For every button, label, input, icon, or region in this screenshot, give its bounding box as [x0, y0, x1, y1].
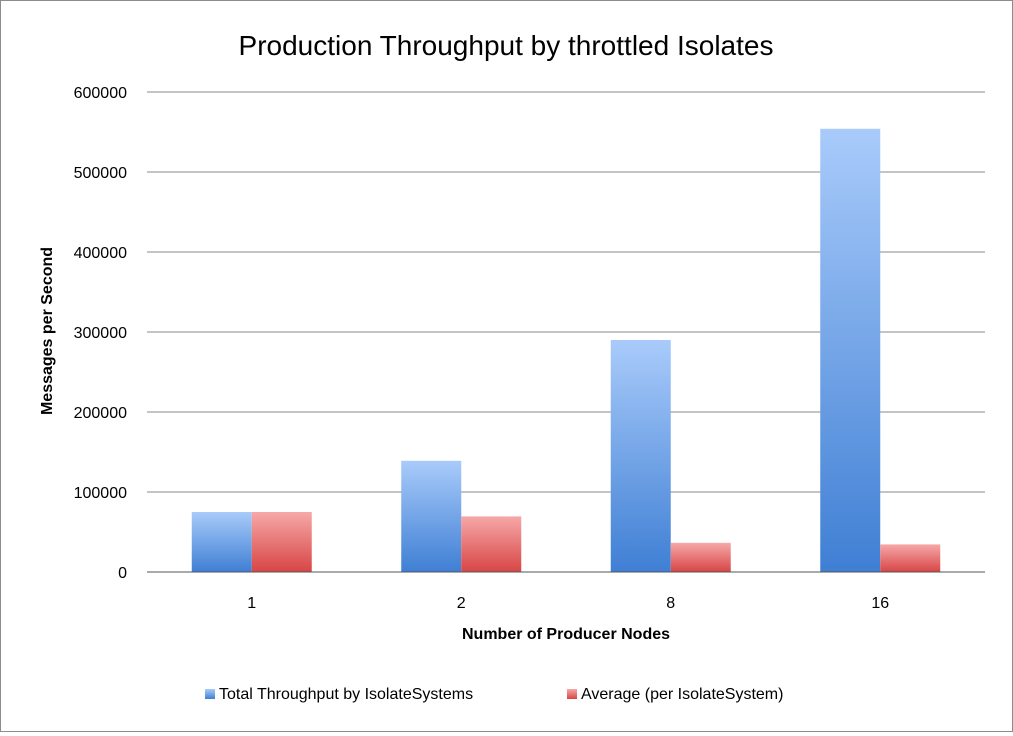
y-tick-labels: 0 100000 200000 300000 400000 500000 600000: [74, 85, 127, 582]
y-axis-title: Messages per Second: [39, 247, 56, 415]
legend-swatch: [567, 689, 577, 699]
bar-total-1: [191, 512, 252, 572]
bar-average-16: [880, 544, 941, 572]
y-tick-label: 300000: [74, 325, 127, 342]
bar-average-8: [670, 542, 731, 572]
legend: Total Throughput by IsolateSystems Averag…: [205, 686, 783, 703]
y-tick-label: 600000: [74, 85, 127, 102]
y-tick-label: 400000: [74, 245, 127, 262]
legend-label: Average (per IsolateSystem): [581, 686, 783, 703]
legend-label: Total Throughput by IsolateSystems: [219, 686, 473, 703]
y-tick-label: 0: [118, 565, 127, 582]
bar-average-2: [461, 516, 522, 572]
bars: [191, 128, 941, 573]
bar-total-16: [820, 128, 881, 573]
chart-title: Production Throughput by throttled Isola…: [239, 30, 774, 61]
x-tick-label: 8: [666, 595, 675, 612]
x-tick-label: 16: [871, 595, 889, 612]
bar-total-8: [610, 340, 671, 572]
y-tick-label: 100000: [74, 485, 127, 502]
bar-total-2: [401, 460, 462, 572]
x-tick-label: 2: [457, 595, 466, 612]
x-axis-title: Number of Producer Nodes: [462, 626, 670, 643]
bar-average-1: [251, 512, 312, 572]
y-tick-label: 500000: [74, 165, 127, 182]
y-tick-label: 200000: [74, 405, 127, 422]
x-tick-label: 1: [247, 595, 256, 612]
x-tick-labels: 1 2 8 16: [247, 595, 889, 612]
legend-swatch: [205, 689, 215, 699]
